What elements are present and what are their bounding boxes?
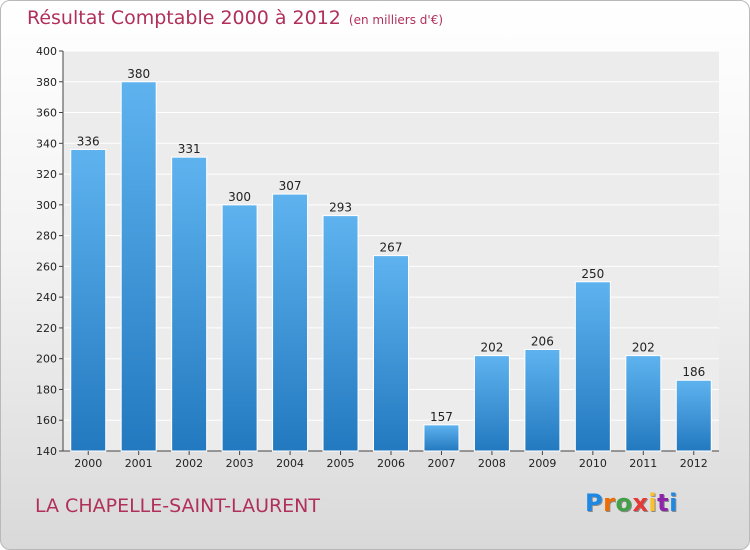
y-tick-label: 160 <box>36 414 57 427</box>
bar-value-label: 293 <box>329 201 352 215</box>
x-tick-label: 2006 <box>377 457 405 470</box>
bar <box>524 348 561 452</box>
bar-value-label: 380 <box>127 67 150 81</box>
proxiti-logo: Proxiti <box>585 489 678 517</box>
x-tick-label: 2001 <box>125 457 153 470</box>
x-tick-label: 2003 <box>226 457 254 470</box>
bar-value-label: 267 <box>380 241 403 255</box>
bar <box>70 148 107 452</box>
y-tick-label: 320 <box>36 168 57 181</box>
logo-letter: o <box>615 489 633 517</box>
chart-title: Résultat Comptable 2000 à 2012 (en millie… <box>27 7 443 29</box>
bar <box>423 424 460 452</box>
x-tick-label: 2000 <box>74 457 102 470</box>
y-tick-label: 340 <box>36 137 57 150</box>
bar-value-label: 331 <box>178 142 201 156</box>
y-tick-label: 180 <box>36 383 57 396</box>
x-tick-label: 2008 <box>478 457 506 470</box>
bar-value-label: 336 <box>77 134 100 148</box>
bar <box>171 156 208 452</box>
bar <box>574 281 611 452</box>
x-tick-label: 2007 <box>427 457 455 470</box>
bar-value-label: 202 <box>632 341 655 355</box>
chart-subtitle: (en milliers d'€) <box>348 13 444 27</box>
bar <box>322 215 359 452</box>
bar-value-label: 307 <box>279 179 302 193</box>
x-tick-label: 2002 <box>175 457 203 470</box>
y-tick-label: 380 <box>36 76 57 89</box>
place-name: LA CHAPELLE-SAINT-LAURENT <box>35 495 320 517</box>
logo-letter: r <box>603 489 616 517</box>
logo-letter: P <box>585 489 604 517</box>
bar <box>373 255 409 452</box>
y-tick-label: 220 <box>36 322 57 335</box>
bar-value-label: 202 <box>480 341 503 355</box>
bar <box>473 355 510 452</box>
y-tick-label: 360 <box>36 107 57 120</box>
x-tick-label: 2010 <box>579 457 607 470</box>
x-tick-label: 2004 <box>276 457 304 470</box>
x-tick-label: 2005 <box>327 457 355 470</box>
y-tick-label: 140 <box>36 445 57 458</box>
bar-value-label: 157 <box>430 410 453 424</box>
bar <box>272 193 309 452</box>
y-tick-label: 300 <box>36 199 57 212</box>
bar <box>625 355 662 452</box>
logo-letter: x <box>632 489 649 517</box>
bar <box>120 81 157 452</box>
x-tick-label: 2012 <box>680 457 708 470</box>
bar <box>675 379 712 452</box>
bar-value-label: 206 <box>531 334 554 348</box>
x-tick-label: 2011 <box>629 457 657 470</box>
bar-value-label: 250 <box>581 267 604 281</box>
y-tick-label: 400 <box>36 45 57 58</box>
title-text: Résultat Comptable 2000 à 2012 <box>27 7 341 29</box>
y-tick-label: 260 <box>36 260 57 273</box>
bar-value-label: 300 <box>228 190 251 204</box>
y-tick-label: 280 <box>36 230 57 243</box>
bar <box>221 204 258 452</box>
logo-letter: i <box>669 489 678 517</box>
logo-letter: i <box>648 489 658 517</box>
logo-letter: t <box>657 489 670 517</box>
y-tick-label: 240 <box>36 291 57 304</box>
bar-value-label: 186 <box>682 365 705 379</box>
y-tick-label: 200 <box>36 353 57 366</box>
x-tick-label: 2009 <box>528 457 556 470</box>
